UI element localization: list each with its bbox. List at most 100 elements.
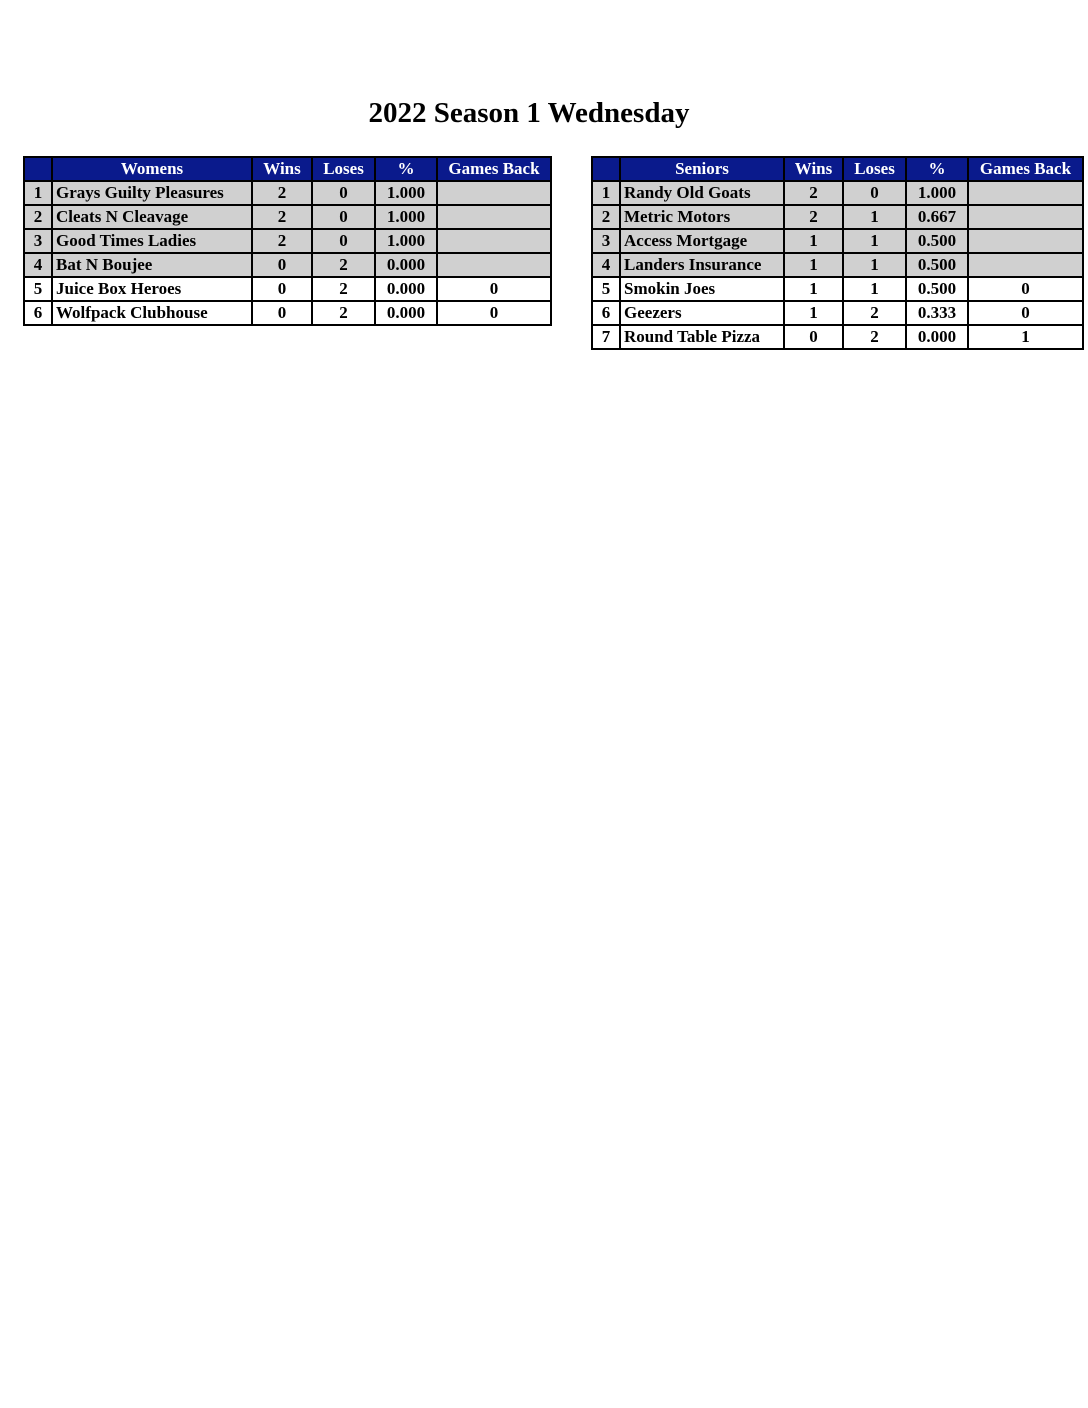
team-cell: Metric Motors — [619, 204, 785, 230]
games-back-cell — [436, 228, 552, 254]
table-row: 1 Grays Guilty Pleasures 2 0 1.000 — [23, 180, 552, 206]
table-row: 5 Smokin Joes 1 1 0.500 0 — [591, 276, 1084, 302]
table-row: 1 Randy Old Goats 2 0 1.000 — [591, 180, 1084, 206]
pct-cell: 0.500 — [905, 228, 969, 254]
loses-cell: 2 — [311, 252, 376, 278]
team-cell: Access Mortgage — [619, 228, 785, 254]
pct-cell: 0.333 — [905, 300, 969, 326]
wins-cell: 1 — [783, 228, 844, 254]
wins-cell: 2 — [783, 204, 844, 230]
rank-cell: 3 — [23, 228, 53, 254]
team-cell: Geezers — [619, 300, 785, 326]
table-row: 4 Bat N Boujee 0 2 0.000 — [23, 252, 552, 278]
games-back-cell: 1 — [967, 324, 1084, 350]
loses-header: Loses — [842, 156, 907, 182]
pct-cell: 1.000 — [905, 180, 969, 206]
table-row: 2 Cleats N Cleavage 2 0 1.000 — [23, 204, 552, 230]
rank-cell: 1 — [591, 180, 621, 206]
pct-cell: 0.500 — [905, 276, 969, 302]
team-cell: Landers Insurance — [619, 252, 785, 278]
loses-cell: 2 — [842, 300, 907, 326]
rank-cell: 6 — [23, 300, 53, 326]
wins-cell: 2 — [251, 204, 313, 230]
games-back-cell — [967, 252, 1084, 278]
table-row: 7 Round Table Pizza 0 2 0.000 1 — [591, 324, 1084, 350]
team-cell: Juice Box Heroes — [51, 276, 253, 302]
wins-cell: 0 — [783, 324, 844, 350]
pct-cell: 1.000 — [374, 180, 438, 206]
wins-cell: 2 — [783, 180, 844, 206]
loses-cell: 2 — [842, 324, 907, 350]
games-back-header: Games Back — [436, 156, 552, 182]
page-title: 2022 Season 1 Wednesday — [368, 97, 690, 129]
rank-cell: 7 — [591, 324, 621, 350]
loses-header: Loses — [311, 156, 376, 182]
loses-cell: 0 — [842, 180, 907, 206]
table-row: 6 Geezers 1 2 0.333 0 — [591, 300, 1084, 326]
games-back-cell — [436, 204, 552, 230]
team-cell: Bat N Boujee — [51, 252, 253, 278]
games-back-cell — [436, 252, 552, 278]
team-cell: Good Times Ladies — [51, 228, 253, 254]
wins-cell: 2 — [251, 180, 313, 206]
rank-cell: 5 — [23, 276, 53, 302]
team-cell: Grays Guilty Pleasures — [51, 180, 253, 206]
rank-cell: 6 — [591, 300, 621, 326]
loses-cell: 1 — [842, 204, 907, 230]
wins-header: Wins — [251, 156, 313, 182]
games-back-cell — [967, 228, 1084, 254]
games-back-cell: 0 — [436, 300, 552, 326]
rank-cell: 2 — [591, 204, 621, 230]
rank-cell: 3 — [591, 228, 621, 254]
team-header: Womens — [51, 156, 253, 182]
team-header: Seniors — [619, 156, 785, 182]
rank-cell: 4 — [23, 252, 53, 278]
loses-cell: 1 — [842, 228, 907, 254]
pct-cell: 0.667 — [905, 204, 969, 230]
loses-cell: 0 — [311, 180, 376, 206]
seniors-standings-table: Seniors Wins Loses% Games Back 1 Randy Old Go… — [591, 156, 1084, 350]
wins-cell: 0 — [251, 300, 313, 326]
games-back-cell — [436, 180, 552, 206]
table-row: 4 Landers Insurance 1 1 0.500 — [591, 252, 1084, 278]
team-cell: Round Table Pizza — [619, 324, 785, 350]
wins-cell: 0 — [251, 252, 313, 278]
pct-header: % — [374, 156, 438, 182]
team-cell: Smokin Joes — [619, 276, 785, 302]
team-cell: Wolfpack Clubhouse — [51, 300, 253, 326]
table-row: 3 Good Times Ladies 2 0 1.000 — [23, 228, 552, 254]
wins-cell: 2 — [251, 228, 313, 254]
header-row: Womens Wins Loses% Games Back — [23, 156, 552, 182]
womens-standings-table: Womens Wins Loses% Games Back 1 Grays Guilty … — [23, 156, 552, 326]
pct-cell: 0.000 — [374, 252, 438, 278]
rank-header — [23, 156, 53, 182]
rank-cell: 4 — [591, 252, 621, 278]
loses-cell: 0 — [311, 228, 376, 254]
loses-cell: 2 — [311, 300, 376, 326]
table-row: 5 Juice Box Heroes 0 2 0.000 0 — [23, 276, 552, 302]
pct-cell: 0.500 — [905, 252, 969, 278]
pct-cell: 0.000 — [374, 276, 438, 302]
team-cell: Cleats N Cleavage — [51, 204, 253, 230]
wins-cell: 1 — [783, 252, 844, 278]
games-back-cell: 0 — [967, 300, 1084, 326]
header-row: Seniors Wins Loses% Games Back — [591, 156, 1084, 182]
pct-header: % — [905, 156, 969, 182]
team-cell: Randy Old Goats — [619, 180, 785, 206]
table-row: 3 Access Mortgage 1 1 0.500 — [591, 228, 1084, 254]
pct-cell: 1.000 — [374, 228, 438, 254]
rank-cell: 1 — [23, 180, 53, 206]
wins-cell: 1 — [783, 300, 844, 326]
games-back-cell — [967, 180, 1084, 206]
loses-cell: 0 — [311, 204, 376, 230]
table-row: 2 Metric Motors 2 1 0.667 — [591, 204, 1084, 230]
rank-cell: 2 — [23, 204, 53, 230]
loses-cell: 1 — [842, 276, 907, 302]
wins-header: Wins — [783, 156, 844, 182]
table-row: 6 Wolfpack Clubhouse 0 2 0.000 0 — [23, 300, 552, 326]
pct-cell: 0.000 — [905, 324, 969, 350]
rank-header — [591, 156, 621, 182]
pct-cell: 0.000 — [374, 300, 438, 326]
games-back-cell — [967, 204, 1084, 230]
loses-cell: 2 — [311, 276, 376, 302]
